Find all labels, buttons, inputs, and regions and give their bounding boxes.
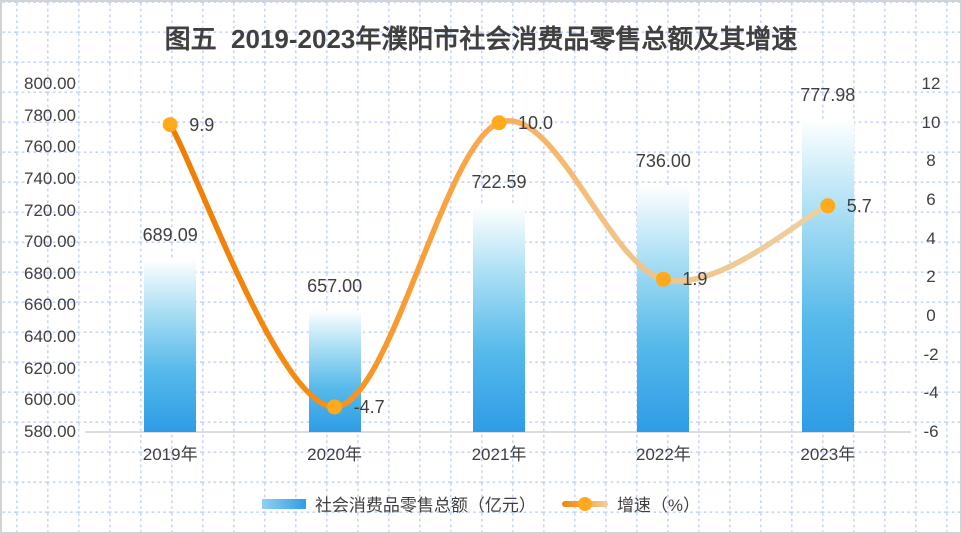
y-axis-left-tick: 760.00 <box>24 137 76 157</box>
x-axis-label: 2019年 <box>142 445 198 464</box>
point-value-label: 5.7 <box>846 195 872 216</box>
legend-line-swatch-icon <box>561 496 608 511</box>
x-axis-label: 2023年 <box>800 445 856 464</box>
y-axis-left-tick: 580.00 <box>24 422 76 441</box>
y-axis-right-tick: 8 <box>926 151 936 171</box>
bar-2023年 <box>801 118 854 432</box>
bar-value-label: 657.00 <box>307 276 363 297</box>
bar-2022年 <box>637 185 690 432</box>
legend-bar-label: 社会消费品零售总额（亿元） <box>314 496 536 515</box>
x-axis-label: 2021年 <box>471 445 527 464</box>
chart-title: 图五 2019-2023年濮阳市社会消费品零售总额及其增速 <box>164 24 798 54</box>
y-axis-left-tick: 800.00 <box>24 74 76 93</box>
y-axis-left-tick: 700.00 <box>24 232 76 252</box>
y-axis-right-tick: 12 <box>921 74 941 93</box>
bar-value-label: 777.98 <box>800 84 856 105</box>
y-axis-left-tick: 720.00 <box>24 200 76 220</box>
y-axis-right-tick: -6 <box>923 422 939 441</box>
y-axis-right-tick: 2 <box>926 267 936 287</box>
y-axis-left-tick: 680.00 <box>24 263 76 283</box>
legend-item-growth: 增速（%） <box>561 491 701 516</box>
y-axis-right-tick: -4 <box>923 383 939 403</box>
point-value-label: 9.9 <box>189 114 215 135</box>
x-axis-line <box>85 431 911 433</box>
legend-item-retail: 社会消费品零售总额（亿元） <box>261 491 536 516</box>
legend-bar-swatch-icon <box>261 498 306 509</box>
point-value-label: 10.0 <box>518 112 554 133</box>
bar-2021年 <box>473 206 525 432</box>
legend-line-label: 增速（%） <box>616 496 701 515</box>
bar-value-label: 689.09 <box>142 225 198 246</box>
x-axis-label: 2020年 <box>307 445 362 464</box>
y-axis-right-tick: 0 <box>926 306 936 325</box>
y-axis-left-tick: 640.00 <box>24 327 76 347</box>
y-axis-right-tick: -2 <box>923 344 939 364</box>
y-axis-right-tick: 6 <box>926 190 936 209</box>
legend: 社会消费品零售总额（亿元） 增速（%） <box>0 491 962 516</box>
y-axis-left-tick: 740.00 <box>24 168 76 188</box>
y-axis-right-tick: 10 <box>921 112 941 132</box>
x-axis-label: 2022年 <box>635 445 691 464</box>
y-axis-left-tick: 780.00 <box>24 105 76 125</box>
point-value-label: 1.9 <box>682 269 708 290</box>
y-axis-left-tick: 660.00 <box>24 295 76 315</box>
bar-value-label: 736.00 <box>635 151 691 172</box>
bar-value-label: 722.59 <box>471 172 527 193</box>
y-axis-right-tick: 4 <box>926 228 936 248</box>
legend-marker-dot-icon <box>577 496 592 511</box>
point-value-label: -4.7 <box>353 396 385 417</box>
y-axis-left-tick: 620.00 <box>24 358 76 378</box>
y-axis-left-tick: 600.00 <box>24 390 76 410</box>
bar-2019年 <box>144 259 197 432</box>
